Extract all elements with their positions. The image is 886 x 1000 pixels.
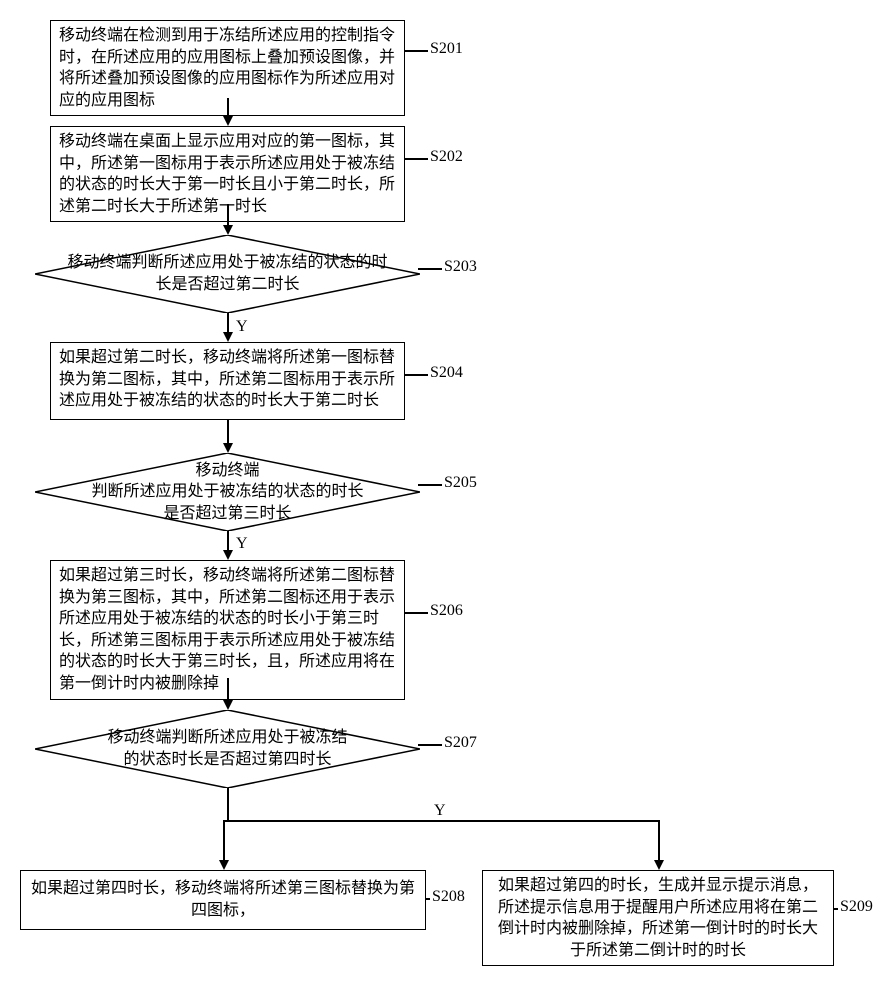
process-s204: 如果超过第二时长，移动终端将所述第一图标替换为第二图标，其中，所述第二图标用于表… (50, 342, 405, 420)
decision-text-s207: 移动终端判断所述应用处于被冻结的状态时长是否超过第四时长 (35, 710, 420, 788)
flowchart-container: 移动终端在检测到用于冻结所述应用的控制指令时，在所述应用的应用图标上叠加预设图像… (20, 20, 866, 980)
edge-label: Y (236, 535, 248, 553)
step-label-s202: S202 (430, 148, 463, 166)
step-label-s203: S203 (444, 258, 477, 276)
decision-s207: 移动终端判断所述应用处于被冻结的状态时长是否超过第四时长 (35, 710, 420, 788)
step-label-s204: S204 (430, 364, 463, 382)
decision-text-s205: 移动终端判断所述应用处于被冻结的状态的时长是否超过第三时长 (35, 453, 420, 531)
step-label-s207: S207 (444, 734, 477, 752)
step-label-s201: S201 (430, 40, 463, 58)
step-label-s206: S206 (430, 602, 463, 620)
edge-label: Y (236, 318, 248, 336)
step-label-s205: S205 (444, 474, 477, 492)
process-s208: 如果超过第四时长，移动终端将所述第三图标替换为第四图标， (20, 870, 426, 930)
decision-text-s203: 移动终端判断所述应用处于被冻结的状态的时长是否超过第二时长 (35, 235, 420, 313)
step-label-s208: S208 (432, 888, 465, 906)
decision-s203: 移动终端判断所述应用处于被冻结的状态的时长是否超过第二时长 (35, 235, 420, 313)
step-label-s209: S209 (840, 898, 873, 916)
decision-s205: 移动终端判断所述应用处于被冻结的状态的时长是否超过第三时长 (35, 453, 420, 531)
process-s209: 如果超过第四的时长，生成并显示提示消息，所述提示信息用于提醒用户所述应用将在第二… (482, 870, 834, 966)
edge-label: Y (434, 802, 446, 820)
